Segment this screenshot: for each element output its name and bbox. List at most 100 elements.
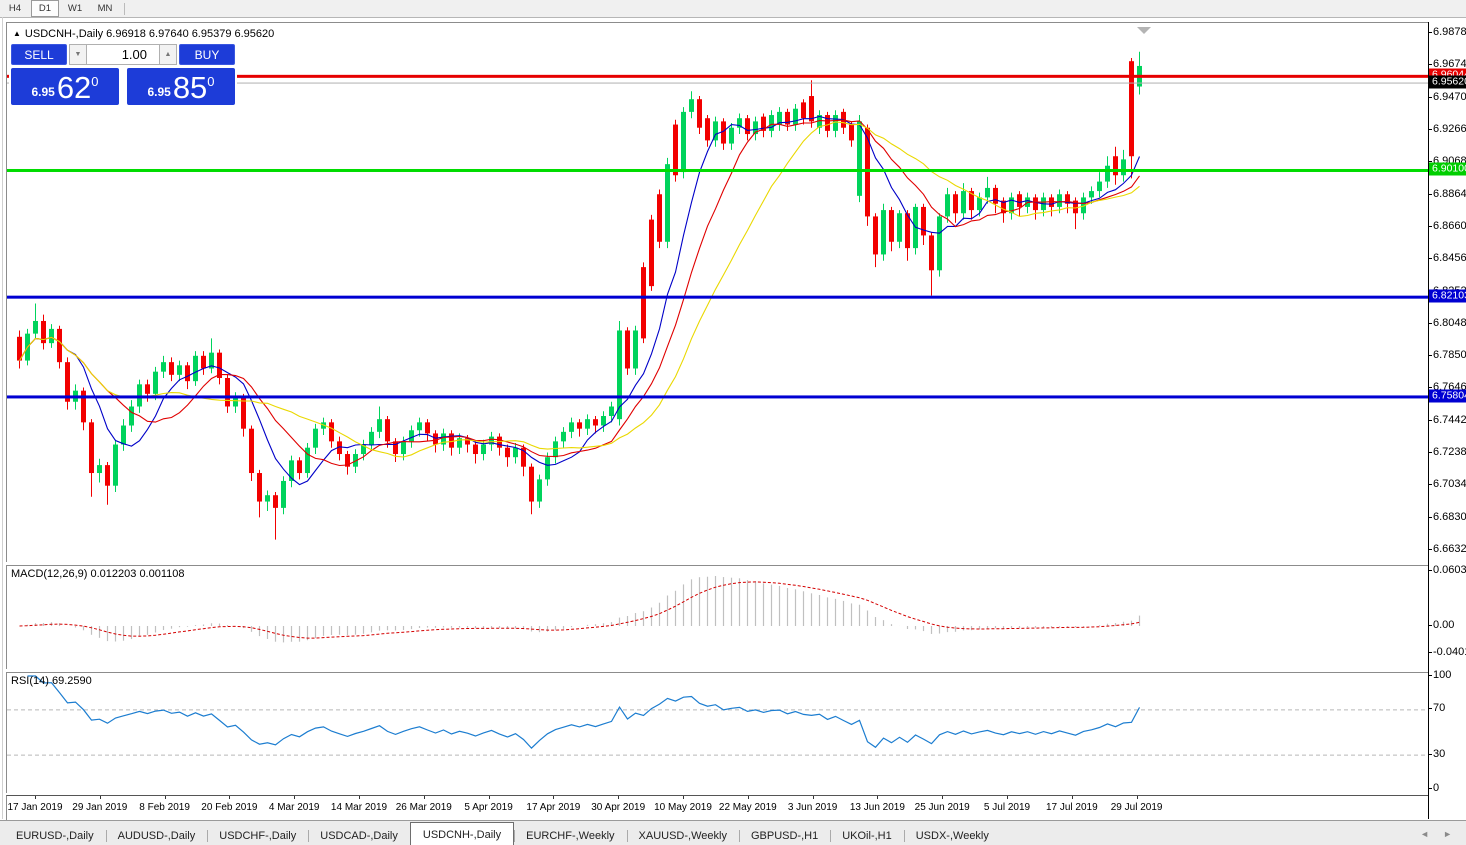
price-axis-tick (1429, 96, 1432, 98)
sell-price-quote[interactable]: 6.95 62 0 (11, 68, 119, 105)
date-axis-tick (942, 796, 944, 799)
chart-tab-usdcad-daily[interactable]: USDCAD-,Daily (308, 826, 410, 845)
rsi-axis-label: 70 (1433, 702, 1446, 714)
price-axis-label: 6.74420 (1433, 413, 1466, 426)
volume-increase-button[interactable]: ▲ (159, 44, 177, 65)
chart-tab-ukoil-h1[interactable]: UKOil-,H1 (830, 826, 904, 845)
macd-axis-tick (1429, 570, 1432, 571)
date-axis-label: 17 Apr 2019 (526, 802, 581, 813)
chart-tab-audusd-daily[interactable]: AUDUSD-,Daily (105, 826, 208, 845)
buy-price-main: 85 (172, 70, 208, 105)
chart-tab-xauusd-weekly[interactable]: XAUUSD-,Weekly (626, 826, 739, 845)
date-axis-label: 29 Jan 2019 (72, 802, 128, 813)
sell-button[interactable]: SELL (11, 44, 67, 65)
date-axis-label: 8 Feb 2019 (139, 802, 190, 813)
price-level-badge: 6.95620 (1429, 75, 1466, 89)
symbol-name: USDCNH-,Daily (24, 28, 104, 40)
volume-input[interactable] (87, 44, 159, 65)
date-axis-tick (877, 796, 879, 799)
chart-tab-eurusd-daily[interactable]: EURUSD-,Daily (16, 830, 94, 842)
chart-tab-usdcnh-daily[interactable]: USDCNH-,Daily (409, 822, 515, 845)
price-axis-label: 6.84560 (1433, 252, 1466, 265)
date-axis-tick (683, 796, 684, 799)
chart-tab-usdx-weekly[interactable]: USDX-,Weekly (903, 826, 1001, 845)
timeframe-toolbar: H4 D1 W1 MN (0, 0, 1466, 18)
date-axis-tick (35, 796, 36, 799)
timeframe-button-mn[interactable]: MN (97, 3, 113, 14)
scroll-shift-marker-icon[interactable] (1137, 27, 1151, 34)
chart-tab-bar: EURUSD-,Daily AUDUSD-,Daily USDCHF-,Daily U… (0, 820, 1466, 845)
date-axis-tick (747, 796, 749, 799)
price-level-badge: 6.75804 (1429, 389, 1466, 403)
price-chart-pane[interactable]: ▲ USDCNH-,Daily 6.96918 6.97640 6.95379 6.956… (6, 22, 1429, 562)
date-axis-label: 5 Jul 2019 (983, 802, 1031, 813)
price-axis-tick (1429, 161, 1432, 163)
rsi-chart[interactable] (7, 673, 1429, 793)
price-axis-tick (1429, 452, 1432, 454)
date-axis-tick (618, 796, 620, 799)
rsi-axis-tick (1429, 788, 1432, 789)
date-axis[interactable]: 17 Jan 2019 29 Jan 2019 8 Feb 2019 20 Feb 2… (6, 795, 1429, 820)
tab-scroll-right-icon[interactable]: ► (1443, 828, 1452, 839)
sell-price-prefix: 6.95 (31, 85, 55, 99)
rsi-axis-label: 100 (1433, 669, 1452, 681)
timeframe-button-h4[interactable]: H4 (8, 3, 22, 14)
date-axis-label: 22 May 2019 (718, 802, 777, 813)
date-axis-tick (294, 796, 296, 799)
date-axis-label: 29 Jul 2019 (1110, 802, 1163, 813)
tab-scroll-left-icon[interactable]: ◄ (1420, 828, 1430, 839)
symbol-up-arrow-icon[interactable]: ▲ (13, 29, 21, 38)
buy-button[interactable]: BUY (179, 44, 235, 65)
buy-price-prefix: 6.95 (147, 85, 171, 99)
date-axis-label: 26 Mar 2019 (395, 802, 452, 813)
chart-tab-usdchf-daily[interactable]: USDCHF-,Daily (207, 826, 308, 845)
chart-tab-eurchf-weekly[interactable]: EURCHF-,Weekly (514, 826, 626, 845)
price-axis-tick (1429, 419, 1432, 421)
date-axis-tick (488, 796, 490, 799)
ohlc-open: 6.96918 (106, 28, 146, 40)
volume-decrease-button[interactable]: ▼ (69, 44, 87, 65)
date-axis-tick (164, 796, 166, 799)
price-axis-tick (1429, 64, 1432, 66)
price-axis-tick (1429, 193, 1432, 195)
timeframe-button-d1[interactable]: D1 (31, 0, 59, 17)
price-axis-label: 6.70340 (1433, 478, 1466, 491)
date-axis-label: 17 Jan 2019 (7, 802, 63, 813)
candlestick-chart[interactable] (7, 23, 1429, 562)
rsi-indicator-pane[interactable]: RSI(14) 69.2590 (6, 672, 1429, 793)
date-axis-label: 30 Apr 2019 (591, 802, 646, 813)
rsi-axis-tick (1429, 708, 1432, 709)
price-axis-label: 6.96740 (1433, 58, 1466, 71)
macd-indicator-pane[interactable]: MACD(12,26,9) 0.012203 0.001108 (6, 565, 1429, 669)
date-axis-label: 20 Feb 2019 (201, 802, 258, 813)
chart-tab-gbpusd-h1[interactable]: GBPUSD-,H1 (738, 826, 830, 845)
tab-scroll-controls: ◄ ► (1420, 821, 1466, 845)
buy-price-sup: 0 (207, 74, 215, 89)
macd-axis-label: -0.040135 (1433, 646, 1466, 658)
timeframe-button-w1[interactable]: W1 (67, 3, 83, 14)
price-axis-tick (1429, 128, 1432, 130)
price-axis[interactable]: 6.987806.967406.947006.926606.906806.886… (1428, 22, 1466, 819)
toolbar-separator (124, 2, 125, 15)
date-axis-label: 25 Jun 2019 (914, 802, 970, 813)
ohlc-close: 6.95620 (234, 28, 275, 40)
date-axis-tick (359, 796, 360, 799)
macd-axis-tick (1429, 652, 1432, 653)
price-axis-tick (1429, 549, 1432, 550)
date-axis-label: 10 May 2019 (654, 802, 712, 813)
rsi-axis-tick (1429, 754, 1432, 755)
date-axis-label: 3 Jun 2019 (787, 802, 838, 813)
date-axis-tick (229, 796, 231, 799)
price-axis-tick (1429, 258, 1432, 260)
window-frame-line (2, 17, 3, 819)
price-axis-label: 6.66320 (1433, 543, 1466, 555)
macd-chart[interactable] (7, 566, 1429, 669)
date-axis-tick (1136, 796, 1138, 799)
rsi-axis-label: 0 (1433, 782, 1440, 794)
date-axis-label: 14 Mar 2019 (330, 802, 388, 813)
date-axis-tick (423, 796, 425, 799)
buy-price-quote[interactable]: 6.95 85 0 (127, 68, 235, 105)
price-axis-label: 6.94700 (1433, 90, 1466, 103)
